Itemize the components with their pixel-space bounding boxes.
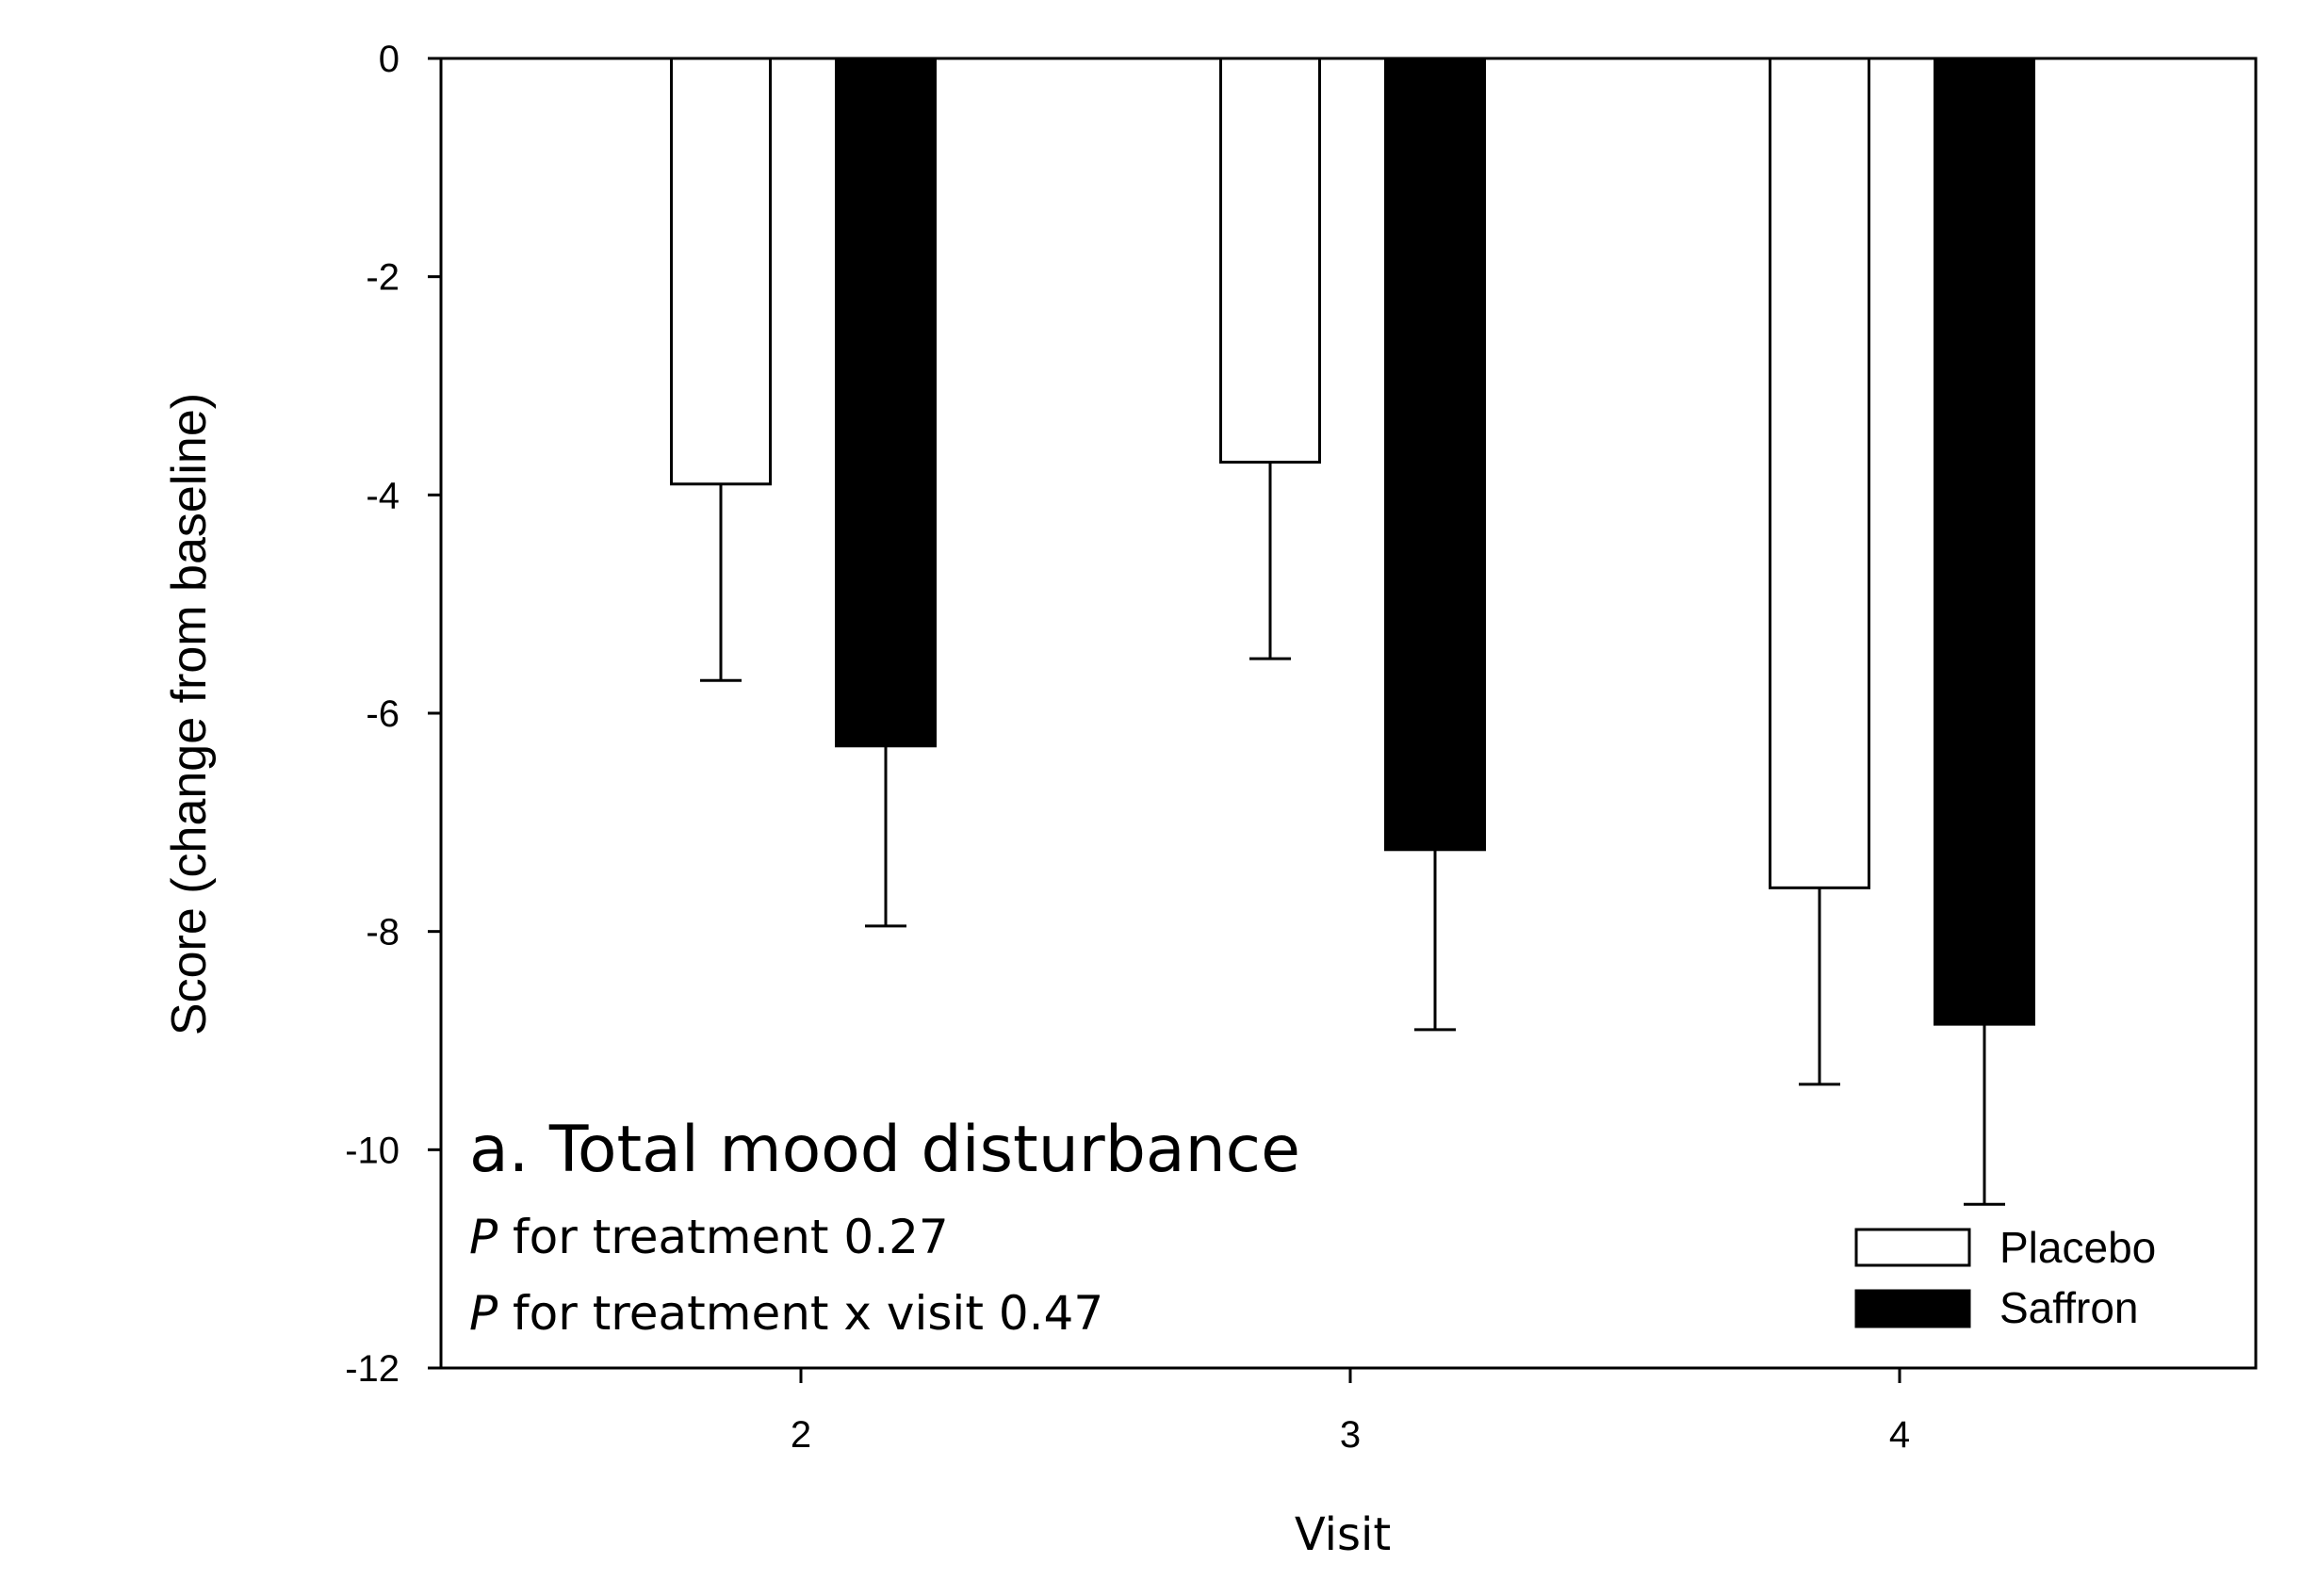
y-axis-title: Score (change from baseline) [162,393,217,1035]
bar-placebo [670,57,772,486]
x-tick-label: 4 [1889,1414,1910,1456]
x-axis: 2 3 4 [791,1368,1910,1456]
bar-saffron [835,57,937,748]
legend-label-placebo: Placebo [1999,1223,2156,1272]
bar-placebo [1219,57,1321,464]
stat-text: for treatment x visit 0.47 [498,1286,1103,1341]
legend-swatch-placebo [1854,1228,1971,1267]
y-tick-label: -2 [366,257,400,299]
legend: Placebo Saffron [1854,1223,2156,1332]
x-tick-label: 2 [791,1414,811,1456]
stat-line-interaction: P for treatment x visit 0.47 [469,1286,1103,1341]
y-tick-label: 0 [379,39,400,80]
y-tick-label: -8 [366,912,400,953]
y-tick-label: -12 [345,1348,400,1390]
stat-text: for treatment 0.27 [498,1210,949,1264]
panel-title: a. Total mood disturbance [469,1113,1300,1187]
x-tick-label: 3 [1340,1414,1361,1456]
stat-p-italic: P [469,1210,498,1264]
y-tick-label: -6 [366,693,400,735]
y-tick-label: -10 [345,1130,400,1171]
legend-swatch-saffron [1854,1289,1971,1328]
bar-saffron [1934,57,2035,1026]
stat-line-treatment: P for treatment 0.27 [469,1210,949,1264]
y-tick-label: -4 [366,475,400,516]
bars [670,57,2035,1026]
x-axis-title: Visit [1295,1508,1391,1561]
legend-label-saffron: Saffron [1999,1283,2138,1332]
y-axis: 0 -2 -4 -6 -8 -10 -12 [345,39,441,1390]
bar-saffron [1384,57,1486,852]
error-bars [700,462,2005,1206]
stat-p-italic: P [469,1286,498,1341]
bar-placebo [1769,57,1870,889]
